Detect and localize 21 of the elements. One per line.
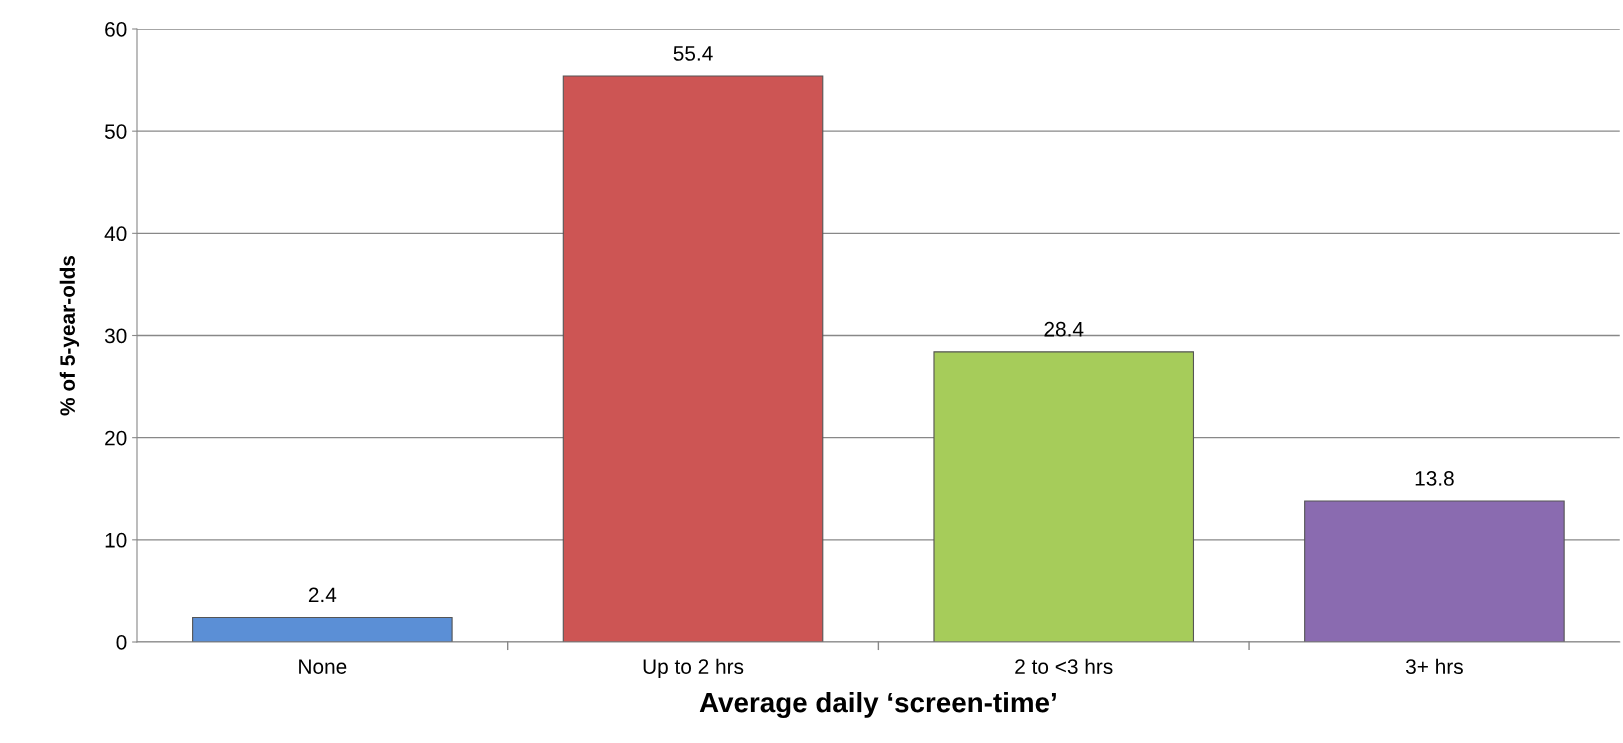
bar xyxy=(933,351,1195,642)
x-tick-label: Up to 2 hrs xyxy=(643,658,744,679)
y-tick-label: 10 xyxy=(105,532,127,548)
bar xyxy=(1304,500,1565,642)
y-tick-label: 40 xyxy=(104,226,127,242)
bar xyxy=(562,75,824,642)
y-tick-label: 50 xyxy=(104,124,127,139)
x-tick-label: 3+ hrs xyxy=(1405,658,1463,674)
data-label: 28.4 xyxy=(1044,321,1084,337)
y-tick-label: 60 xyxy=(105,22,127,37)
x-axis-title: Average daily ‘screen-time’ xyxy=(699,691,1056,718)
data-label: 55.4 xyxy=(673,46,713,61)
y-axis-title: % of 5-year-olds xyxy=(59,255,80,416)
y-tick-label: 30 xyxy=(104,328,127,344)
bar xyxy=(192,616,453,642)
x-tick-label: None xyxy=(299,659,347,674)
y-tick-label: 0 xyxy=(116,635,127,650)
y-tick-label: 20 xyxy=(105,430,127,446)
data-label: 2.4 xyxy=(308,587,337,603)
data-label: 13.8 xyxy=(1415,471,1454,486)
x-tick-label: 2 to <3 hrs xyxy=(1015,658,1113,674)
